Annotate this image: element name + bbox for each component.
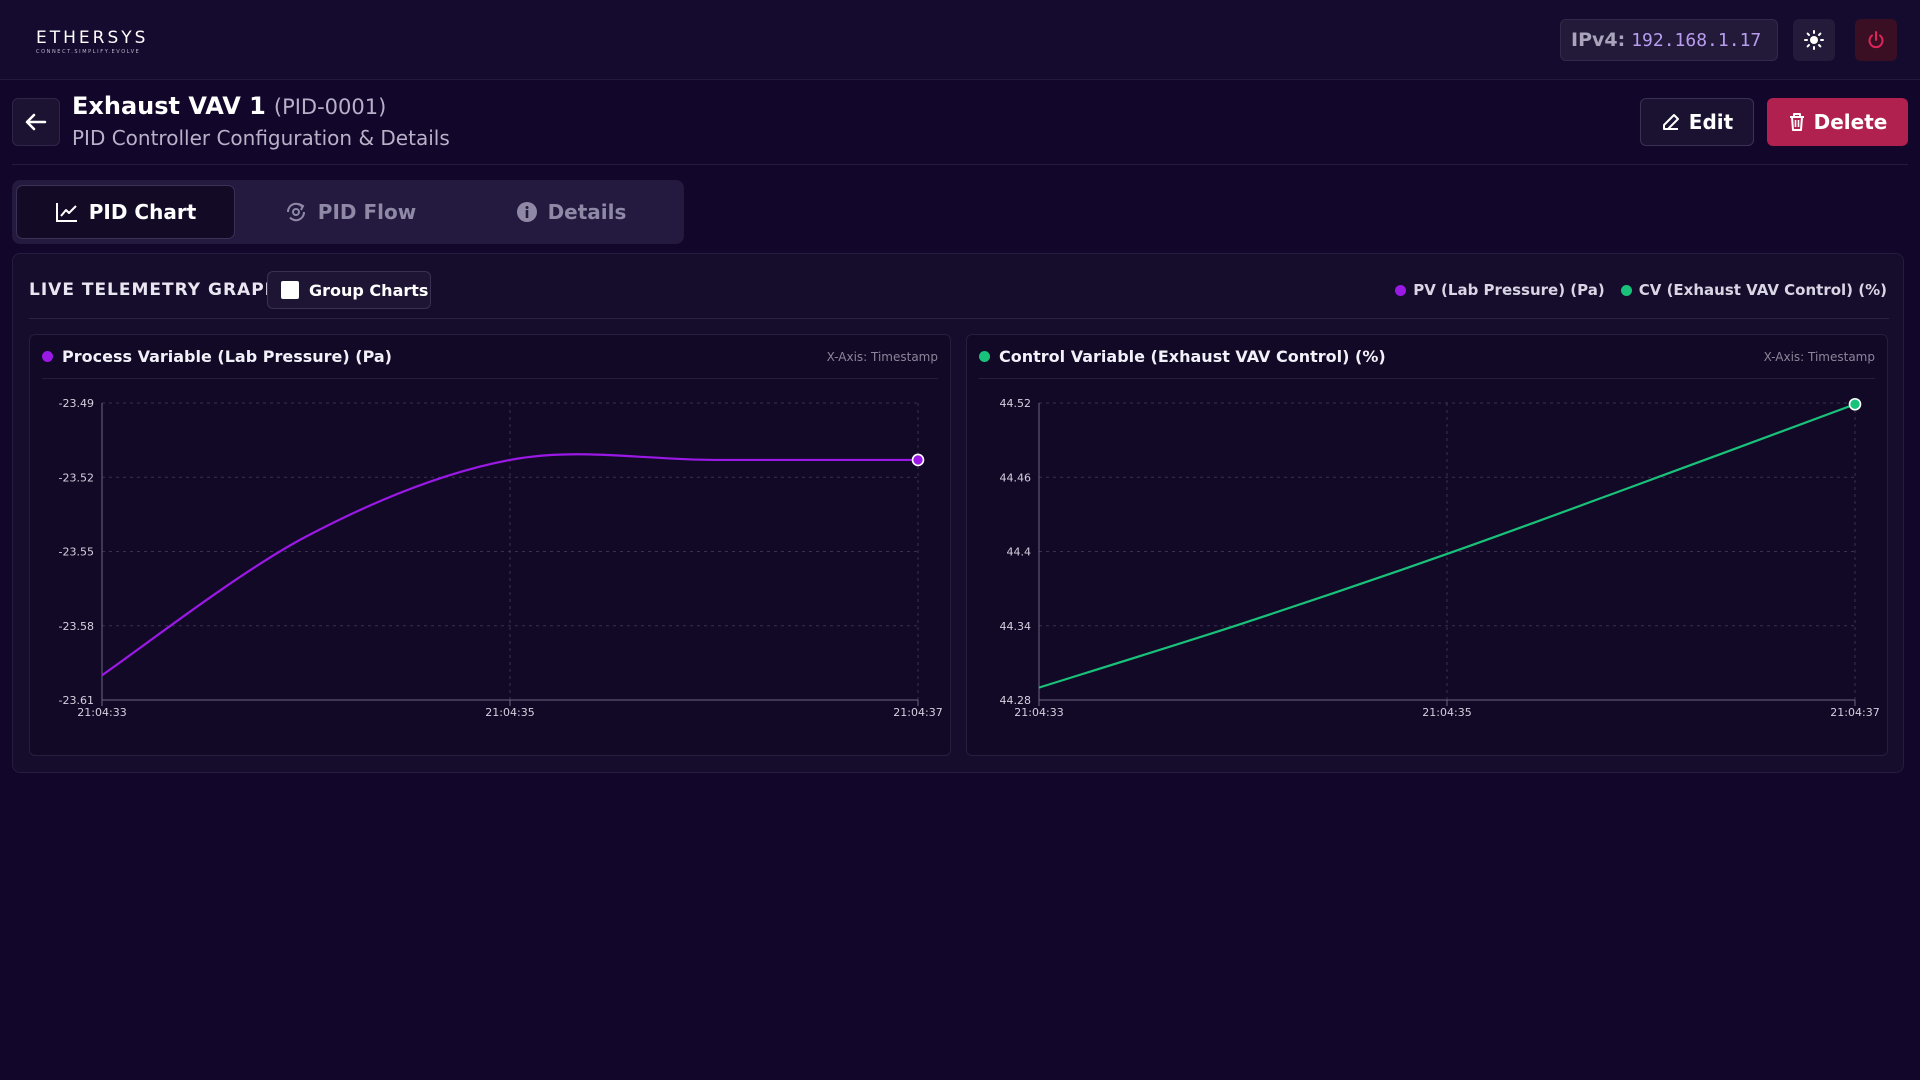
- y-tick-label: -23.58: [59, 620, 94, 633]
- y-tick-label: 44.46: [1000, 471, 1032, 484]
- last-point-marker: [911, 453, 925, 467]
- edit-icon: [1662, 114, 1679, 130]
- legend-item-cv: CV (Exhaust VAV Control) (%): [1620, 281, 1887, 299]
- y-tick-label: 44.28: [1000, 694, 1032, 707]
- arrow-left-icon: [25, 113, 47, 131]
- x-tick-label: 21:04:33: [1014, 706, 1063, 719]
- legend-label: PV (Lab Pressure) (Pa): [1413, 281, 1605, 299]
- power-icon: [1868, 31, 1884, 49]
- tab-label: Details: [547, 200, 627, 224]
- delete-button[interactable]: Delete: [1767, 98, 1908, 146]
- logo-text: ETHERSYS: [36, 28, 149, 48]
- group-charts-label: Group Charts: [309, 280, 429, 300]
- ip-address-display: IPv4: 192.168.1.17: [1560, 19, 1778, 61]
- x-tick-label: 21:04:35: [1422, 706, 1471, 719]
- y-tick-label: -23.61: [59, 694, 94, 707]
- x-tick-label: 21:04:33: [77, 706, 126, 719]
- chart-title-row: Process Variable (Lab Pressure) (Pa): [42, 347, 392, 366]
- trash-icon: [1789, 113, 1804, 131]
- series-line: [101, 453, 918, 677]
- legend-label: CV (Exhaust VAV Control) (%): [1638, 281, 1887, 299]
- x-axis-note: X-Axis: Timestamp: [1763, 350, 1875, 364]
- last-point-marker: [1848, 397, 1862, 411]
- edit-label: Edit: [1688, 110, 1734, 134]
- legend-dot: [1620, 284, 1632, 296]
- tab-bar: PID Chart PID Flow Details: [12, 180, 684, 244]
- top-bar: ETHERSYS CONNECT.SIMPLIFY.EVOLVE IPv4: 1…: [0, 0, 1920, 80]
- logo: ETHERSYS CONNECT.SIMPLIFY.EVOLVE: [36, 28, 148, 55]
- card-divider: [42, 378, 938, 379]
- chart-title: Control Variable (Exhaust VAV Control) (…: [999, 347, 1386, 366]
- y-tick-label: -23.52: [59, 471, 94, 484]
- flow-cycle-icon: [286, 202, 305, 222]
- theme-toggle-button[interactable]: [1793, 19, 1835, 61]
- legend-item-pv: PV (Lab Pressure) (Pa): [1395, 281, 1605, 299]
- page-title-line: Exhaust VAV 1 (PID-0001): [72, 92, 386, 120]
- header-divider: [12, 164, 1908, 165]
- legend-dot: [1395, 284, 1407, 296]
- x-axis-note: X-Axis: Timestamp: [826, 350, 938, 364]
- tab-label: PID Flow: [317, 200, 417, 224]
- chart-title-row: Control Variable (Exhaust VAV Control) (…: [979, 347, 1386, 366]
- panel-divider: [29, 318, 1889, 319]
- page-subtitle: PID Controller Configuration & Details: [72, 126, 450, 150]
- series-dot: [979, 351, 990, 362]
- tab-label: PID Chart: [88, 200, 197, 224]
- edit-button[interactable]: Edit: [1640, 98, 1754, 146]
- cv-chart-card: Control Variable (Exhaust VAV Control) (…: [966, 334, 1888, 756]
- y-tick-label: 44.52: [1000, 397, 1032, 410]
- card-divider: [979, 378, 1875, 379]
- chart-line-icon: [55, 203, 77, 222]
- delete-label: Delete: [1813, 110, 1888, 134]
- logo-tagline: CONNECT.SIMPLIFY.EVOLVE: [36, 49, 141, 55]
- pv-chart-card: Process Variable (Lab Pressure) (Pa) X-A…: [29, 334, 951, 756]
- x-tick-label: 21:04:37: [1830, 706, 1879, 719]
- x-tick-label: 21:04:35: [485, 706, 534, 719]
- group-charts-checkbox[interactable]: [281, 281, 299, 299]
- pid-id: (PID-0001): [273, 95, 387, 119]
- panel-title: LIVE TELEMETRY GRAPH: [29, 280, 280, 300]
- info-icon: [516, 202, 537, 222]
- y-tick-label: -23.55: [59, 546, 94, 559]
- chart-title: Process Variable (Lab Pressure) (Pa): [62, 347, 392, 366]
- ip-label: IPv4:: [1571, 29, 1626, 51]
- telemetry-panel: LIVE TELEMETRY GRAPH Group Charts PV (La…: [12, 253, 1904, 773]
- tab-details[interactable]: Details: [462, 185, 680, 239]
- tab-pid-chart[interactable]: PID Chart: [16, 185, 235, 239]
- x-tick-label: 21:04:37: [893, 706, 942, 719]
- sun-icon: [1804, 30, 1824, 50]
- group-charts-toggle[interactable]: Group Charts: [267, 271, 431, 309]
- tab-pid-flow[interactable]: PID Flow: [240, 185, 460, 239]
- y-tick-label: -23.49: [59, 397, 94, 410]
- chart-legend: PV (Lab Pressure) (Pa) CV (Exhaust VAV C…: [1395, 281, 1887, 299]
- y-tick-label: 44.4: [1007, 546, 1032, 559]
- page-title: Exhaust VAV 1: [72, 92, 266, 120]
- logout-button[interactable]: [1855, 19, 1897, 61]
- y-tick-label: 44.34: [1000, 620, 1032, 633]
- series-line: [1038, 403, 1856, 689]
- series-dot: [42, 351, 53, 362]
- back-button[interactable]: [12, 98, 60, 146]
- ip-value: 192.168.1.17: [1631, 29, 1762, 51]
